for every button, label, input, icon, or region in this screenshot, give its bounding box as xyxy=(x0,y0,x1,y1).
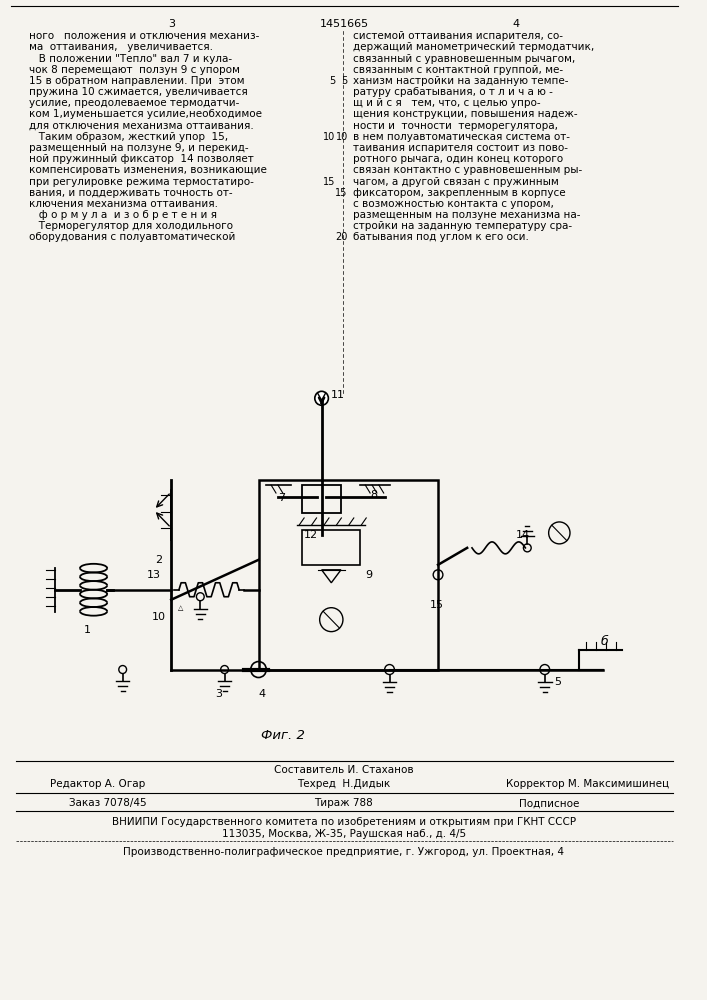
Text: ком 1,иуменьшается усилие,необходимое: ком 1,иуменьшается усилие,необходимое xyxy=(28,109,262,119)
Text: Заказ 7078/45: Заказ 7078/45 xyxy=(69,798,147,808)
Text: ханизм настройки на заданную темпе-: ханизм настройки на заданную темпе- xyxy=(353,76,568,86)
Text: 14: 14 xyxy=(515,530,530,540)
Text: Подписное: Подписное xyxy=(520,798,580,808)
Text: Техред  Н.Дидык: Техред Н.Дидык xyxy=(297,779,390,789)
Text: ротного рычага, один конец которого: ротного рычага, один конец которого xyxy=(353,154,563,164)
Text: 15: 15 xyxy=(431,600,444,610)
Text: пружина 10 сжимается, увеличивается: пружина 10 сжимается, увеличивается xyxy=(28,87,247,97)
Text: размещенным на ползуне механизма на-: размещенным на ползуне механизма на- xyxy=(353,210,580,220)
Text: с возможностью контакта с упором,: с возможностью контакта с упором, xyxy=(353,199,554,209)
Text: 10: 10 xyxy=(336,132,348,142)
Text: В положении "Тепло" вал 7 и кула-: В положении "Тепло" вал 7 и кула- xyxy=(28,54,232,64)
Text: ратуру срабатывания, о т л и ч а ю -: ратуру срабатывания, о т л и ч а ю - xyxy=(353,87,553,97)
Text: 15 в обратном направлении. При  этом: 15 в обратном направлении. При этом xyxy=(28,76,244,86)
Text: 5: 5 xyxy=(329,76,335,86)
Text: усилие, преодолеваемое термодатчи-: усилие, преодолеваемое термодатчи- xyxy=(28,98,239,108)
Text: б: б xyxy=(601,635,609,648)
Text: таивания испарителя состоит из пово-: таивания испарителя состоит из пово- xyxy=(353,143,568,153)
Text: батывания под углом к его оси.: батывания под углом к его оси. xyxy=(353,232,529,242)
Text: 2: 2 xyxy=(155,555,162,565)
Text: 15: 15 xyxy=(335,188,348,198)
Text: 7: 7 xyxy=(278,493,285,503)
Text: 15: 15 xyxy=(323,177,335,187)
Bar xyxy=(259,480,438,670)
Text: связанным с контактной группой, ме-: связанным с контактной группой, ме- xyxy=(353,65,563,75)
Text: 20: 20 xyxy=(335,232,348,242)
Text: оборудования с полуавтоматической: оборудования с полуавтоматической xyxy=(28,232,235,242)
Text: 4: 4 xyxy=(512,19,519,29)
Text: 10: 10 xyxy=(152,612,165,622)
Text: Редактор А. Огар: Редактор А. Огар xyxy=(50,779,145,789)
Text: 9: 9 xyxy=(366,570,373,580)
Text: ной пружинный фиксатор  14 позволяет: ной пружинный фиксатор 14 позволяет xyxy=(28,154,253,164)
Text: связанный с уравновешенным рычагом,: связанный с уравновешенным рычагом, xyxy=(353,54,575,64)
Text: фиксатором, закрепленным в корпусе: фиксатором, закрепленным в корпусе xyxy=(353,188,566,198)
Text: 4: 4 xyxy=(259,689,266,699)
Text: ф о р м у л а  и з о б р е т е н и я: ф о р м у л а и з о б р е т е н и я xyxy=(28,210,216,220)
Text: △: △ xyxy=(178,605,183,611)
Text: 1451665: 1451665 xyxy=(320,19,368,29)
Text: вания, и поддерживать точность от-: вания, и поддерживать точность от- xyxy=(28,188,232,198)
Text: 5: 5 xyxy=(341,76,348,86)
Text: 13: 13 xyxy=(147,570,161,580)
Text: чок 8 перемещают  ползун 9 с упором: чок 8 перемещают ползун 9 с упором xyxy=(28,65,240,75)
Text: Фиг. 2: Фиг. 2 xyxy=(261,729,305,742)
Text: 10: 10 xyxy=(323,132,335,142)
Text: Тираж 788: Тираж 788 xyxy=(315,798,373,808)
Text: системой оттаивания испарителя, со-: системой оттаивания испарителя, со- xyxy=(353,31,563,41)
Text: Производственно-полиграфическое предприятие, г. Ужгород, ул. Проектная, 4: Производственно-полиграфическое предприя… xyxy=(124,847,564,857)
Text: ма  оттаивания,   увеличивается.: ма оттаивания, увеличивается. xyxy=(28,42,213,52)
Text: Корректор М. Максимишинец: Корректор М. Максимишинец xyxy=(506,779,669,789)
Text: чагом, а другой связан с пружинным: чагом, а другой связан с пружинным xyxy=(353,177,559,187)
Text: 1: 1 xyxy=(84,625,91,635)
Text: ности и  точности  терморегулятора,: ности и точности терморегулятора, xyxy=(353,121,558,131)
Bar xyxy=(302,485,341,513)
Text: щ и й с я   тем, что, с целью упро-: щ и й с я тем, что, с целью упро- xyxy=(353,98,540,108)
Text: в нем полуавтоматическая система от-: в нем полуавтоматическая система от- xyxy=(353,132,570,142)
Text: 12: 12 xyxy=(304,530,318,540)
Circle shape xyxy=(315,391,328,405)
Text: щения конструкции, повышения надеж-: щения конструкции, повышения надеж- xyxy=(353,109,578,119)
Text: Составитель И. Стаханов: Составитель И. Стаханов xyxy=(274,765,414,775)
Text: размещенный на ползуне 9, и перекид-: размещенный на ползуне 9, и перекид- xyxy=(28,143,248,153)
Text: компенсировать изменения, возникающие: компенсировать изменения, возникающие xyxy=(28,165,267,175)
Text: держащий манометрический термодатчик,: держащий манометрический термодатчик, xyxy=(353,42,594,52)
Text: ключения механизма оттаивания.: ключения механизма оттаивания. xyxy=(28,199,218,209)
Text: связан контактно с уравновешенным ры-: связан контактно с уравновешенным ры- xyxy=(353,165,582,175)
Text: для отключения механизма оттаивания.: для отключения механизма оттаивания. xyxy=(28,121,253,131)
Text: 8: 8 xyxy=(370,490,378,500)
Text: 11: 11 xyxy=(330,390,344,400)
Text: при регулировке режима термостатиро-: при регулировке режима термостатиро- xyxy=(28,177,253,187)
Text: Таким образом, жесткий упор  15,: Таким образом, жесткий упор 15, xyxy=(28,132,228,142)
Text: стройки на заданную температуру сра-: стройки на заданную температуру сра- xyxy=(353,221,572,231)
Text: 3: 3 xyxy=(168,19,175,29)
Text: ного   положения и отключения механиз-: ного положения и отключения механиз- xyxy=(28,31,259,41)
Text: 3: 3 xyxy=(215,689,222,699)
Text: 113035, Москва, Ж-35, Раушская наб., д. 4/5: 113035, Москва, Ж-35, Раушская наб., д. … xyxy=(222,829,466,839)
Text: 5: 5 xyxy=(554,677,561,687)
Text: ВНИИПИ Государственного комитета по изобретениям и открытиям при ГКНТ СССР: ВНИИПИ Государственного комитета по изоб… xyxy=(112,817,576,827)
Text: Терморегулятор для холодильного: Терморегулятор для холодильного xyxy=(28,221,233,231)
Bar xyxy=(302,530,361,565)
